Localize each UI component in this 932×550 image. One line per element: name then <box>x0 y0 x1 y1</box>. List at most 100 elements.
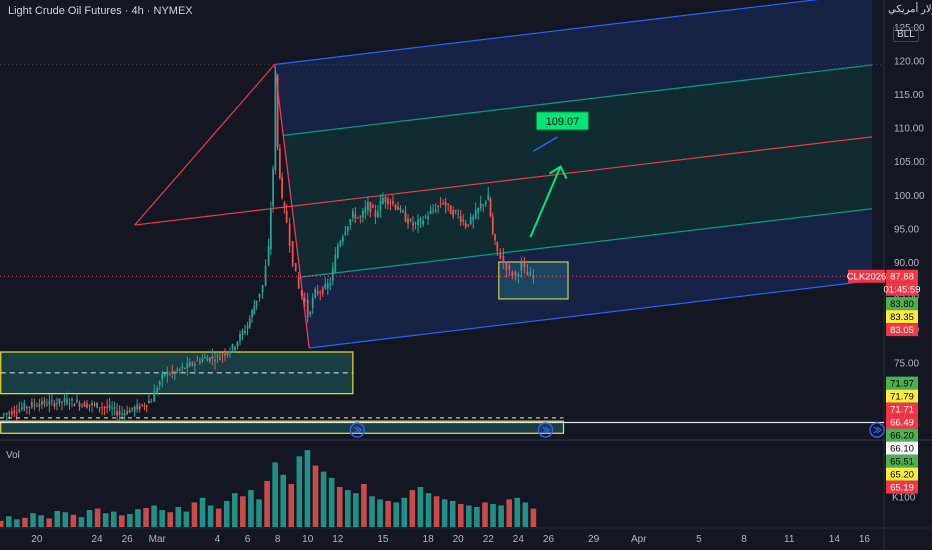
time-axis[interactable]: 20 24 26 Mar 4 6 8 10 12 15 18 20 22 24 26 29 Apr 5 8 11 14 1… <box>31 534 870 545</box>
volume-bar-58 <box>466 505 472 527</box>
candle-body-80 <box>201 358 204 362</box>
candle-body-40 <box>101 406 103 408</box>
candle-body-199 <box>502 255 505 263</box>
candle-body-86 <box>216 355 219 357</box>
x-tick-19: 11 <box>784 534 795 545</box>
pitchfork-drawing[interactable] <box>134 0 873 349</box>
candle-body-126 <box>319 292 322 294</box>
volume-bar-44 <box>353 493 359 527</box>
price-label-5: 83.05 <box>890 325 914 336</box>
candle-body-116 <box>291 241 294 266</box>
candle-body-77 <box>193 363 196 367</box>
candle-body-117 <box>294 263 297 272</box>
volume-bar-32 <box>256 499 262 527</box>
price-label-4: 83.35 <box>890 312 914 323</box>
candle-body-155 <box>392 201 394 204</box>
volume-tick-100: K100 <box>892 492 916 503</box>
candle-body-150 <box>379 200 382 212</box>
candle-body-173 <box>437 205 439 208</box>
currency-label[interactable]: دولار أمريكي <box>888 4 932 15</box>
candle-body-53 <box>133 407 136 412</box>
volume-bar-9 <box>70 514 77 527</box>
volume-bar-31 <box>248 490 254 527</box>
volume-bar-7 <box>54 511 61 527</box>
candle-body-122 <box>309 311 312 315</box>
price-label-1: 87.88 <box>890 272 914 283</box>
candle-body-18 <box>46 404 48 406</box>
candle-body-83 <box>209 357 211 362</box>
candle-body-65 <box>163 373 166 376</box>
candle-body-194 <box>489 198 492 217</box>
y-tick-125: 125.00 <box>894 23 925 34</box>
candle-body-32 <box>81 404 83 406</box>
volume-bar-28 <box>223 500 230 527</box>
candle-body-25 <box>63 398 66 402</box>
candle-body-20 <box>51 400 53 402</box>
candle-body-61 <box>153 391 156 402</box>
candle-body-66 <box>166 371 169 375</box>
price-labels: CLK2026 87.88 01:45:59 83.80 83.35 83.05 71.97… <box>847 269 920 494</box>
price-label-7: 71.79 <box>890 392 914 403</box>
candle-body-134 <box>339 241 342 246</box>
candle-body-82 <box>206 358 209 362</box>
candle-body-85 <box>214 359 216 362</box>
candle-body-135 <box>341 236 344 242</box>
candle-body-96 <box>241 331 244 335</box>
x-tick-0: 20 <box>31 534 43 545</box>
unit-button[interactable]: BLL <box>893 27 919 42</box>
candle-body-154 <box>389 202 392 204</box>
candle-body-1 <box>2 413 5 416</box>
volume-bar-39 <box>312 465 319 527</box>
volume-bar-40 <box>320 471 327 527</box>
candle-body-209 <box>532 275 535 279</box>
event-markers[interactable] <box>349 422 885 438</box>
candle-body-139 <box>351 211 354 218</box>
volume-bar-41 <box>328 477 335 527</box>
price-label-box-12 <box>886 454 918 468</box>
volume-bar-19 <box>151 505 157 527</box>
candle-body-111 <box>278 148 281 178</box>
candle-body-22 <box>56 403 58 405</box>
price-label-box-2 <box>886 282 918 296</box>
candle-body-207 <box>526 271 529 276</box>
price-candles <box>2 66 535 424</box>
pf-band-inner-top <box>283 64 872 207</box>
candle-body-51 <box>128 409 131 413</box>
pf-upper-line <box>274 0 819 66</box>
candle-body-158 <box>399 208 402 210</box>
volume-bar-59 <box>474 507 480 527</box>
forward-icon[interactable] <box>349 422 366 438</box>
candle-body-120 <box>303 298 306 302</box>
candle-body-112 <box>281 177 284 198</box>
candle-body-70 <box>176 369 179 371</box>
x-tick-10: 18 <box>423 534 435 545</box>
candle-body-2 <box>5 413 8 415</box>
price-label-0: CLK2026 <box>847 272 887 283</box>
candle-body-187 <box>472 216 475 221</box>
y-tick-115: 115.00 <box>894 90 924 101</box>
x-tick-17: 5 <box>696 534 702 545</box>
candle-body-94 <box>236 341 239 347</box>
pf-pivot-lines <box>134 63 310 349</box>
x-tick-16: Apr <box>631 534 647 545</box>
volume-bar-29 <box>232 493 238 527</box>
x-tick-13: 24 <box>513 534 525 545</box>
price-label-box-0 <box>848 269 885 283</box>
forward-icon-end[interactable] <box>869 422 885 438</box>
candle-body-130 <box>329 283 332 285</box>
price-label-box-3 <box>886 297 918 311</box>
volume-bar-54 <box>433 496 440 527</box>
lightning-icon[interactable] <box>537 422 554 438</box>
x-tick-5: 6 <box>245 534 251 545</box>
rectangle-zones[interactable] <box>0 261 569 434</box>
candle-body-44 <box>111 407 113 409</box>
pf-upper-inner-line <box>283 64 873 136</box>
volume-bar-17 <box>135 509 141 527</box>
candle-body-200 <box>505 262 508 271</box>
candle-body-37 <box>93 403 96 405</box>
candle-body-101 <box>253 305 256 315</box>
candle-body-115 <box>288 223 291 246</box>
candle-body-118 <box>297 276 300 289</box>
candle-body-46 <box>116 410 118 416</box>
